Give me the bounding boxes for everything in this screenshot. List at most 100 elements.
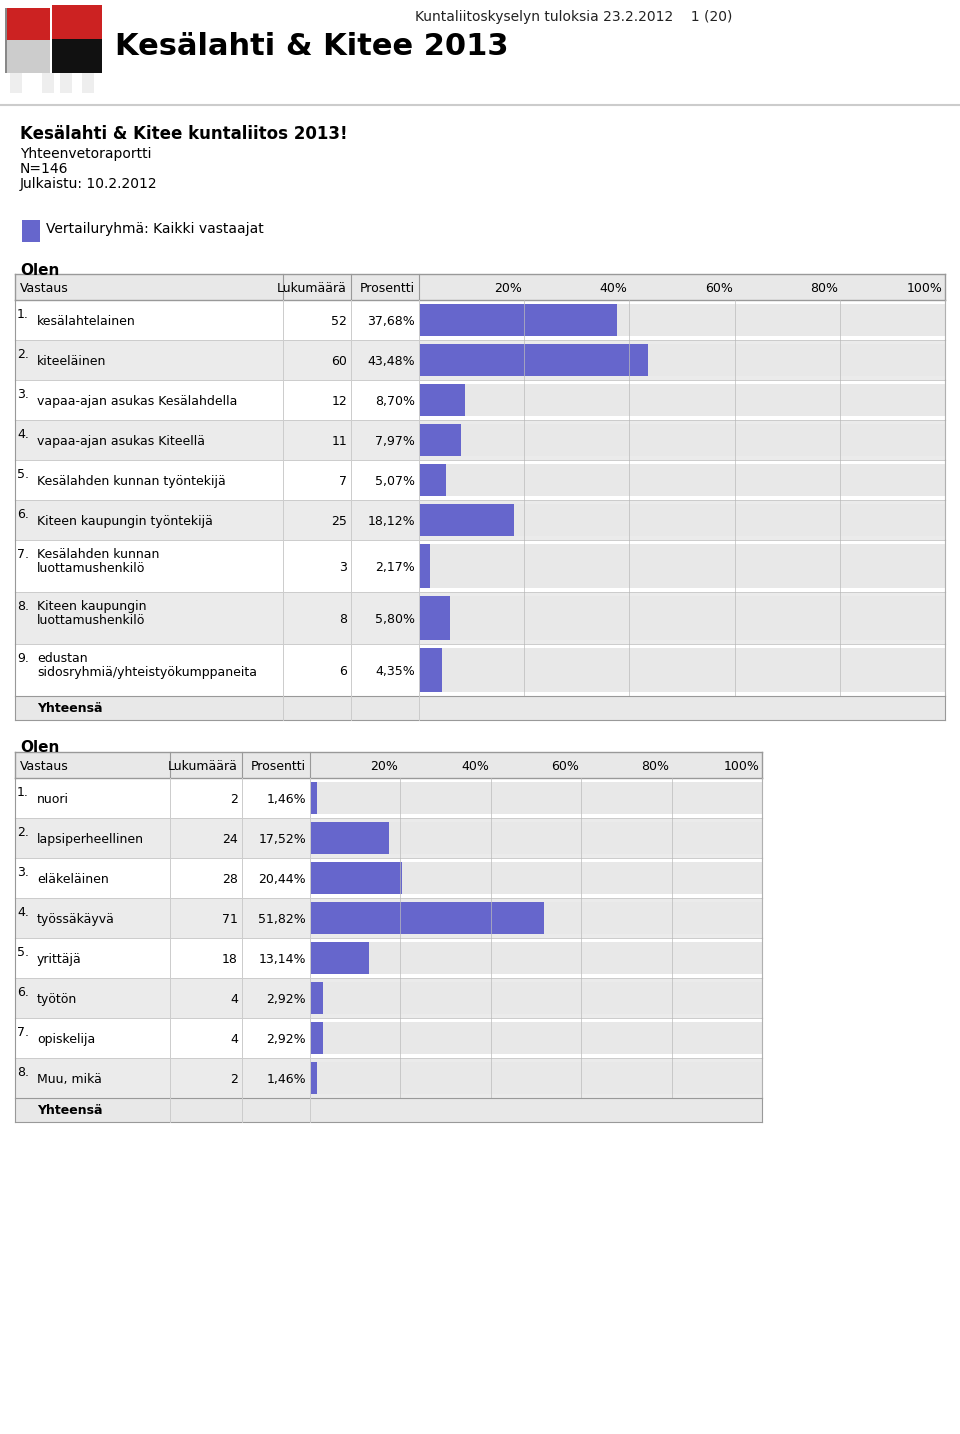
Text: Lukumäärä: Lukumäärä [277,282,347,295]
Text: Kesälahti & Kitee 2013: Kesälahti & Kitee 2013 [115,32,509,62]
Bar [22,219,40,242]
Bar [310,1022,324,1054]
Bar [42,73,54,93]
Text: kiteeläinen: kiteeläinen [37,356,107,369]
Text: 4: 4 [230,1032,238,1045]
Text: Julkaistu: 10.2.2012: Julkaistu: 10.2.2012 [20,176,157,191]
Text: 4: 4 [230,992,238,1007]
Text: 43,48%: 43,48% [368,356,415,369]
Text: Muu, mikä: Muu, mikä [37,1073,102,1086]
Text: Prosentti: Prosentti [360,282,415,295]
Bar [15,779,762,817]
Bar [419,384,465,416]
Text: Yhteensä: Yhteensä [37,1104,103,1117]
Text: Kesälahden kunnan: Kesälahden kunnan [37,548,159,561]
Bar [15,274,945,300]
Bar [419,597,449,640]
Text: 1,46%: 1,46% [266,1073,306,1086]
Text: 12: 12 [331,394,347,409]
Text: 60%: 60% [551,760,579,773]
Bar [15,978,762,1018]
Bar [52,4,102,39]
Text: työssäkäyvä: työssäkäyvä [37,913,115,926]
Text: Kesälahden kunnan työntekijä: Kesälahden kunnan työntekijä [37,475,226,488]
Text: 5,07%: 5,07% [375,475,415,488]
Text: Yhteenvetoraportti: Yhteenvetoraportti [20,148,152,161]
Text: 2: 2 [230,793,238,806]
Bar [310,782,317,815]
Text: 11: 11 [331,435,347,447]
Text: 2,17%: 2,17% [375,561,415,574]
Text: 40%: 40% [461,760,489,773]
Text: 5.: 5. [17,946,29,959]
Bar [310,822,389,855]
Bar [419,344,648,376]
Bar [15,380,945,420]
Text: Prosentti: Prosentti [251,760,306,773]
Text: 6: 6 [339,665,347,678]
Bar [310,1022,762,1054]
Bar [15,1018,762,1058]
Text: Vastaus: Vastaus [20,282,69,295]
Bar [419,543,430,588]
Text: Vastaus: Vastaus [20,760,69,773]
Text: Vertailuryhmä: Kaikki vastaajat: Vertailuryhmä: Kaikki vastaajat [46,222,264,237]
Text: 1,46%: 1,46% [266,793,306,806]
Text: 60%: 60% [705,282,732,295]
Bar [5,9,50,40]
Text: Lukumäärä: Lukumäärä [168,760,238,773]
Text: 13,14%: 13,14% [258,954,306,967]
Text: 40%: 40% [600,282,628,295]
Bar [15,751,762,779]
Text: 18,12%: 18,12% [368,515,415,528]
Text: 20%: 20% [494,282,522,295]
Text: 80%: 80% [810,282,838,295]
Text: 52: 52 [331,315,347,328]
Bar [5,9,7,73]
Bar [15,541,945,592]
Text: 5,80%: 5,80% [375,612,415,627]
Text: luottamushenkilö: luottamushenkilö [37,614,145,627]
Text: Olen: Olen [20,262,60,278]
Bar [419,465,445,496]
Text: 2.: 2. [17,348,29,361]
Text: 8: 8 [339,612,347,627]
Bar [310,1063,762,1094]
Bar [419,503,515,536]
Bar [310,942,370,974]
Text: lapsiperheellinen: lapsiperheellinen [37,833,144,846]
Text: 51,82%: 51,82% [258,913,306,926]
Text: 20,44%: 20,44% [258,873,306,886]
Bar [15,592,945,644]
Bar [15,340,945,380]
Text: Kiteen kaupungin työntekijä: Kiteen kaupungin työntekijä [37,515,213,528]
Text: 4.: 4. [17,906,29,919]
Text: 18: 18 [222,954,238,967]
Bar [419,465,945,496]
Text: 1.: 1. [17,786,29,799]
Text: 5.: 5. [17,467,29,480]
Text: 71: 71 [222,913,238,926]
Text: 3.: 3. [17,389,29,402]
Text: 60: 60 [331,356,347,369]
Text: 100%: 100% [907,282,943,295]
Bar [5,9,50,73]
Bar [419,304,617,336]
Text: eläkeläinen: eläkeläinen [37,873,108,886]
Text: vapaa-ajan asukas Kiteellä: vapaa-ajan asukas Kiteellä [37,435,205,447]
Text: 17,52%: 17,52% [258,833,306,846]
Text: 2: 2 [230,1073,238,1086]
Text: 25: 25 [331,515,347,528]
Bar [10,73,22,93]
Bar [419,384,945,416]
Text: 4,35%: 4,35% [375,665,415,678]
Text: 7.: 7. [17,548,29,561]
Text: työtön: työtön [37,992,77,1007]
Text: 7: 7 [339,475,347,488]
Bar [419,648,442,693]
Text: 6.: 6. [17,508,29,521]
Text: 8.: 8. [17,1065,29,1078]
Text: 9.: 9. [17,652,29,665]
Text: 8.: 8. [17,599,29,612]
Text: Yhteensä: Yhteensä [37,703,103,716]
